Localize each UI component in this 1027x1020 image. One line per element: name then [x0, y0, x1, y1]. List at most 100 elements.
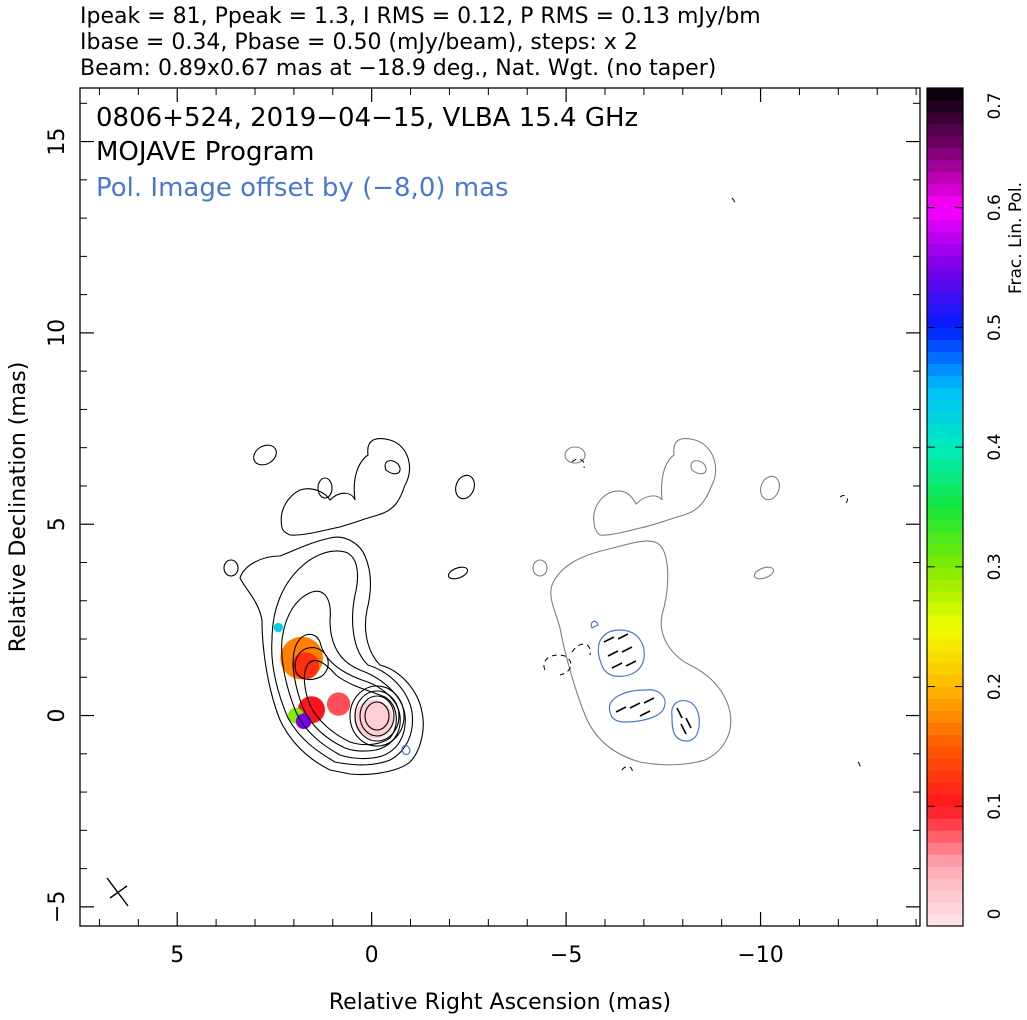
colorbar-segment [927, 387, 963, 400]
evpa-tick [629, 702, 641, 709]
evpa-tick [603, 636, 615, 643]
fractional-polarization-layer [273, 622, 394, 739]
evpa-tick [611, 662, 623, 669]
colorbar-segment [927, 818, 963, 831]
plot-frame [79, 87, 921, 927]
header-line-2: Ibase = 0.34, Pbase = 0.50 (mJy/beam), s… [80, 30, 638, 55]
colorbar-segment [927, 650, 963, 664]
colorbar-title: Frac. Lin. Pol. [1006, 182, 1026, 294]
stokes-i-contour-hole [384, 460, 401, 475]
colorbar-segment [927, 171, 963, 185]
colorbar-segment [927, 88, 963, 101]
colorbar-segment [927, 255, 963, 269]
y-axis-title: Relative Declination (mas) [6, 362, 31, 653]
colorbar-segment [927, 758, 963, 771]
colorbar-tick-label: 0.4 [985, 434, 1005, 461]
pol-contour-hole [690, 460, 707, 475]
colorbar-segment [927, 411, 963, 424]
evpa-tick [685, 717, 692, 729]
pol-contour-island-4 [753, 566, 775, 580]
colorbar-tick-label: 0.7 [985, 92, 1005, 119]
y-tick-label: −5 [45, 891, 70, 923]
colorbar-tick-label: 0.3 [985, 553, 1005, 580]
colorbar-tick-label: 0 [985, 909, 1005, 920]
y-tick-label: 10 [45, 319, 70, 347]
colorbar-segment [927, 662, 963, 676]
colorbar-frame [926, 87, 964, 927]
colorbar-segment [927, 842, 963, 855]
negative-contour-7 [857, 761, 861, 771]
colorbar-segment [927, 339, 963, 352]
pol-intensity-contour-2 [608, 689, 666, 723]
evpa-tick [643, 697, 655, 704]
colorbar-segment [927, 351, 963, 364]
colorbar-segment [927, 626, 963, 640]
colorbar-segment [927, 602, 963, 616]
source-label: 0806+524, 2019−04−15, VLBA 15.4 GHz [96, 103, 638, 133]
colorbar-segment [927, 794, 963, 807]
stokes-i-contour-island-5 [447, 566, 469, 580]
negative-contour-4 [621, 766, 633, 775]
colorbar-segment [927, 854, 963, 867]
x-tick-label: −5 [550, 943, 582, 968]
colorbar-segment [927, 483, 963, 496]
evpa-tick [680, 723, 687, 735]
x-axis-title: Relative Right Ascension (mas) [329, 990, 671, 1015]
colorbar-segment [927, 530, 963, 544]
colorbar-segment [927, 147, 963, 161]
colorbar-segment [927, 722, 963, 736]
colorbar-segment [927, 830, 963, 843]
colorbar-segment [927, 914, 963, 927]
colorbar-segment [927, 279, 963, 293]
colorbar-segment [927, 195, 963, 209]
x-tick-label: 5 [170, 943, 184, 968]
colorbar-segment [927, 447, 963, 460]
colorbar-tick-label: 0.5 [985, 314, 1005, 341]
evpa-tick [617, 633, 629, 640]
pol-contour-base [550, 540, 732, 766]
colorbar-tick-label: 0.2 [985, 673, 1005, 700]
colorbar-segment [927, 135, 963, 149]
colorbar-segment [927, 315, 963, 329]
colorbar-segment [927, 902, 963, 915]
colorbar-segment [927, 878, 963, 891]
negative-contour-2 [571, 643, 591, 656]
colorbar-segment [927, 99, 963, 113]
colorbar-segment [927, 710, 963, 724]
colorbar: 0 0.1 0.2 0.3 0.4 0.5 0.6 0.7 [927, 87, 1005, 927]
colorbar-segment [927, 435, 963, 448]
program-label: MOJAVE Program [96, 137, 314, 167]
colorbar-segment [927, 770, 963, 783]
y-tick-label: 0 [45, 709, 70, 723]
colorbar-segment [927, 698, 963, 712]
stokes-i-contour-6 [349, 685, 405, 747]
colorbar-segment [927, 291, 963, 305]
colorbar-segment [927, 303, 963, 317]
negative-contour-3 [571, 458, 585, 469]
colorbar-segment [927, 890, 963, 903]
colorbar-segment [927, 363, 963, 376]
x-tick-label: 0 [365, 943, 379, 968]
colorbar-segment [927, 219, 963, 233]
colorbar-tick-label: 0.1 [985, 793, 1005, 820]
colorbar-segment [927, 554, 963, 568]
colorbar-segment [927, 207, 963, 221]
colorbar-segment [927, 243, 963, 257]
stokes-i-contour-2 [271, 550, 414, 766]
stokes-i-contour-island-1 [253, 444, 277, 466]
colorbar-segment [927, 590, 963, 604]
colorbar-segment [927, 423, 963, 436]
evpa-tick [625, 660, 637, 667]
evpa-tick [621, 646, 633, 653]
negative-contour-1 [543, 654, 572, 676]
axes: 5 0 −5 −10 −5 0 5 10 15 [45, 88, 920, 968]
colorbar-segment [927, 111, 963, 125]
pol-intensity-contours [401, 620, 700, 756]
y-tick-label: 15 [45, 128, 70, 156]
pol-contour-island-1 [564, 446, 586, 464]
colorbar-segment [927, 231, 963, 245]
polarization-contours [532, 437, 780, 766]
fractional-polarization-region [326, 692, 351, 716]
colorbar-segment [927, 686, 963, 700]
colorbar-segment [927, 542, 963, 556]
